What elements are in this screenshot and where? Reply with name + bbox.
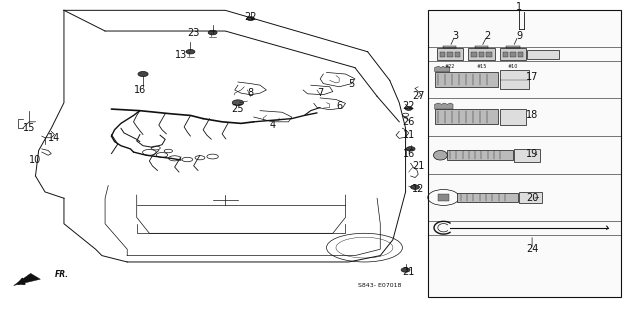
Text: 6: 6 <box>336 101 342 111</box>
Text: 1: 1 <box>516 2 522 12</box>
Polygon shape <box>435 66 450 72</box>
Text: 16: 16 <box>134 85 146 95</box>
Bar <box>519 192 541 203</box>
Text: 18: 18 <box>526 110 538 120</box>
Bar <box>458 193 517 202</box>
Circle shape <box>247 17 254 20</box>
Bar <box>527 50 559 59</box>
Circle shape <box>405 107 413 110</box>
Text: 26: 26 <box>403 117 415 127</box>
Text: 9: 9 <box>516 31 522 41</box>
Bar <box>437 48 463 60</box>
Text: 13: 13 <box>175 50 187 60</box>
Text: 20: 20 <box>526 193 538 203</box>
Circle shape <box>232 100 243 106</box>
Text: 5: 5 <box>349 79 355 89</box>
Bar <box>475 46 488 48</box>
Bar <box>500 70 529 89</box>
Bar <box>518 52 523 57</box>
Bar <box>500 109 526 125</box>
Bar <box>447 150 513 160</box>
Text: 10: 10 <box>29 155 42 165</box>
Bar <box>439 194 449 201</box>
Text: 17: 17 <box>526 72 538 82</box>
Ellipse shape <box>434 150 448 160</box>
Bar <box>435 109 498 124</box>
Text: S843- E07018: S843- E07018 <box>358 283 401 288</box>
Bar <box>447 52 453 57</box>
Text: 3: 3 <box>452 31 458 41</box>
Bar <box>468 48 495 60</box>
Text: 23: 23 <box>188 28 200 38</box>
Text: 8: 8 <box>247 88 254 98</box>
Bar <box>479 52 484 57</box>
Text: #10: #10 <box>508 64 519 69</box>
Bar <box>428 10 621 297</box>
Text: #22: #22 <box>444 64 455 69</box>
Text: #15: #15 <box>476 64 487 69</box>
Text: 16: 16 <box>403 149 415 159</box>
Text: 4: 4 <box>269 120 276 130</box>
Bar <box>455 52 460 57</box>
Text: 19: 19 <box>526 149 538 159</box>
Bar <box>472 52 477 57</box>
Circle shape <box>406 147 415 151</box>
Bar <box>503 52 508 57</box>
Text: 14: 14 <box>48 133 61 143</box>
Text: 12: 12 <box>412 184 424 194</box>
Bar <box>443 46 456 48</box>
Text: 2: 2 <box>484 31 490 41</box>
Bar <box>514 149 540 162</box>
Text: 21: 21 <box>412 161 424 172</box>
Bar <box>507 46 520 48</box>
Circle shape <box>411 185 420 189</box>
Text: 24: 24 <box>526 244 538 254</box>
Bar <box>500 48 526 60</box>
Bar <box>440 52 445 57</box>
Text: FR.: FR. <box>55 270 68 279</box>
Text: 7: 7 <box>317 88 323 98</box>
Circle shape <box>186 50 195 54</box>
Text: 25: 25 <box>231 104 244 114</box>
Text: 15: 15 <box>23 123 36 133</box>
Text: 22: 22 <box>403 101 415 111</box>
Bar <box>486 52 491 57</box>
Bar <box>435 72 498 87</box>
Circle shape <box>401 268 410 272</box>
Polygon shape <box>435 103 453 109</box>
Circle shape <box>138 71 148 76</box>
Text: 11: 11 <box>403 130 415 140</box>
Text: 22: 22 <box>244 12 257 22</box>
Bar <box>510 52 516 57</box>
Circle shape <box>208 30 217 35</box>
Text: 27: 27 <box>412 91 425 101</box>
Polygon shape <box>14 273 41 285</box>
Text: 21: 21 <box>403 267 415 276</box>
